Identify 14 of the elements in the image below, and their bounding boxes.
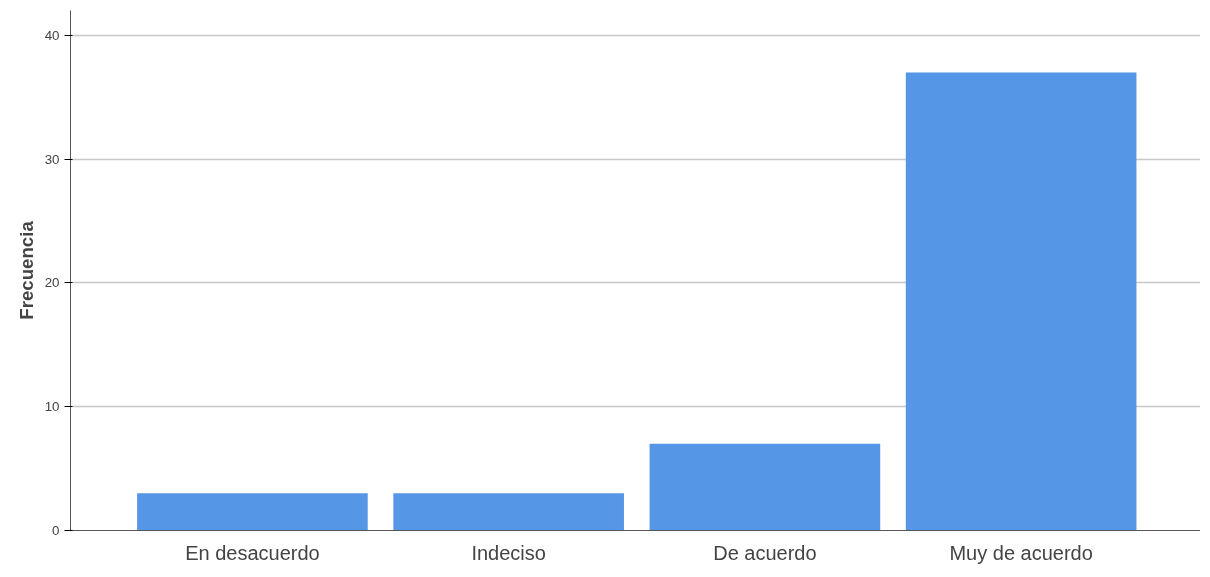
x-tick-label: En desacuerdo <box>185 541 320 564</box>
y-tick-label: 30 <box>44 151 60 167</box>
x-tick-label: De acuerdo <box>713 541 817 564</box>
y-tick-label: 40 <box>44 27 60 43</box>
bar <box>649 443 881 531</box>
x-tick-label: Muy de acuerdo <box>949 541 1093 564</box>
y-tick-label: 0 <box>52 523 60 538</box>
y-tick-label: 10 <box>44 399 60 415</box>
bar <box>905 72 1137 531</box>
bar <box>393 493 624 531</box>
y-axis-title: Frecuencia <box>15 220 37 320</box>
x-tick-label: Indeciso <box>471 541 546 564</box>
y-tick-label: 20 <box>44 275 60 291</box>
bar <box>137 493 368 531</box>
